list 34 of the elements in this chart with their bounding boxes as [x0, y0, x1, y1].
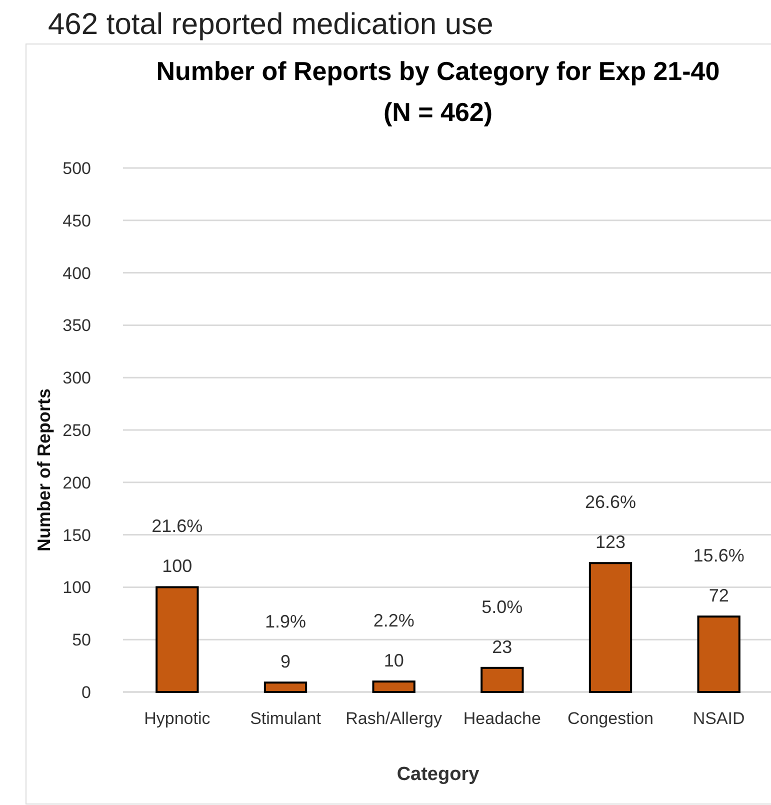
y-axis-title: Number of Reports — [34, 388, 54, 552]
data-label: 21.6% 100 — [152, 516, 203, 576]
y-tick-label: 400 — [62, 264, 91, 283]
data-label: 1.9% 9 — [264, 612, 306, 672]
y-tick-label: 0 — [82, 682, 91, 702]
data-label: 15.6% 72 — [693, 546, 744, 606]
x-axis-title: Category — [396, 764, 480, 785]
y-tick-label: 450 — [62, 211, 91, 230]
x-tick-label: Hypnotic — [144, 709, 211, 728]
data-label: 5.0% 23 — [482, 596, 523, 657]
bar — [480, 666, 524, 693]
y-tick-label: 350 — [62, 316, 91, 336]
text: 462 total reported medication use — [48, 8, 494, 41]
x-tick-label: NSAID — [692, 709, 745, 728]
x-tick-label: Congestion — [567, 709, 654, 728]
bar — [372, 680, 416, 693]
y-tick-label: 100 — [62, 578, 91, 598]
y-tick-label: 50 — [72, 630, 91, 650]
bar — [697, 616, 740, 693]
bar — [264, 682, 308, 693]
x-tick-label: Rash/Allergy — [346, 709, 443, 728]
y-tick-label: 250 — [62, 420, 91, 440]
y-tick-label: 200 — [62, 473, 91, 492]
bar — [588, 562, 632, 693]
y-tick-label: 150 — [62, 526, 91, 545]
bar — [156, 586, 199, 693]
data-label: 2.2% 10 — [373, 610, 414, 671]
y-tick-label: 500 — [62, 158, 91, 178]
data-label: 26.6% 123 — [584, 492, 636, 552]
chart-subtitle: (N = 462) — [383, 97, 493, 127]
y-tick-label: 300 — [62, 368, 91, 388]
chart-title: Number of Reports by Category for Exp 21-40 — [156, 56, 720, 86]
x-tick-label: Headache — [463, 709, 541, 728]
x-tick-label: Stimulant — [250, 709, 322, 728]
